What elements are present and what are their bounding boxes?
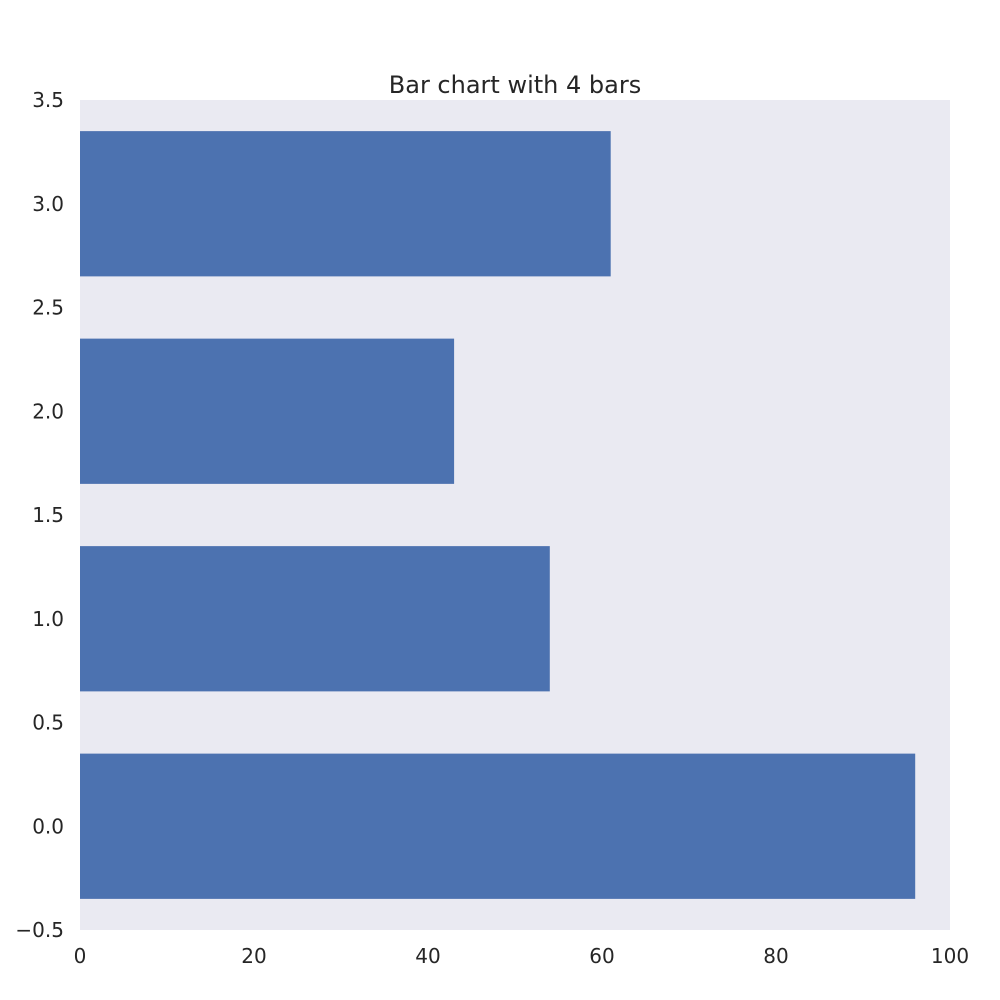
y-tick-label: 2.0 bbox=[32, 399, 64, 423]
x-tick-label: 100 bbox=[931, 944, 969, 968]
x-tick-label: 60 bbox=[589, 944, 614, 968]
bars-group bbox=[80, 131, 916, 899]
bar-1 bbox=[80, 546, 550, 692]
y-tick-label: 3.0 bbox=[32, 192, 64, 216]
y-tick-label: 2.5 bbox=[32, 296, 64, 320]
x-tick-label: 20 bbox=[241, 944, 266, 968]
y-tick-label: 1.0 bbox=[32, 607, 64, 631]
bar-3 bbox=[80, 131, 611, 277]
x-tick-label: 0 bbox=[74, 944, 87, 968]
x-tick-label: 40 bbox=[415, 944, 440, 968]
y-tick-label: 0.5 bbox=[32, 711, 64, 735]
bar-2 bbox=[80, 338, 455, 484]
x-axis-ticks: 0 20 40 60 80 100 bbox=[74, 944, 969, 968]
y-tick-label: 3.5 bbox=[32, 88, 64, 112]
chart-title: Bar chart with 4 bars bbox=[389, 71, 641, 99]
bar-0 bbox=[80, 753, 916, 899]
y-axis-ticks: −0.5 0.0 0.5 1.0 1.5 2.0 2.5 3.0 3.5 bbox=[15, 88, 64, 942]
y-tick-label: 0.0 bbox=[32, 814, 64, 838]
x-tick-label: 80 bbox=[763, 944, 788, 968]
y-tick-label: −0.5 bbox=[15, 918, 64, 942]
y-tick-label: 1.5 bbox=[32, 503, 64, 527]
